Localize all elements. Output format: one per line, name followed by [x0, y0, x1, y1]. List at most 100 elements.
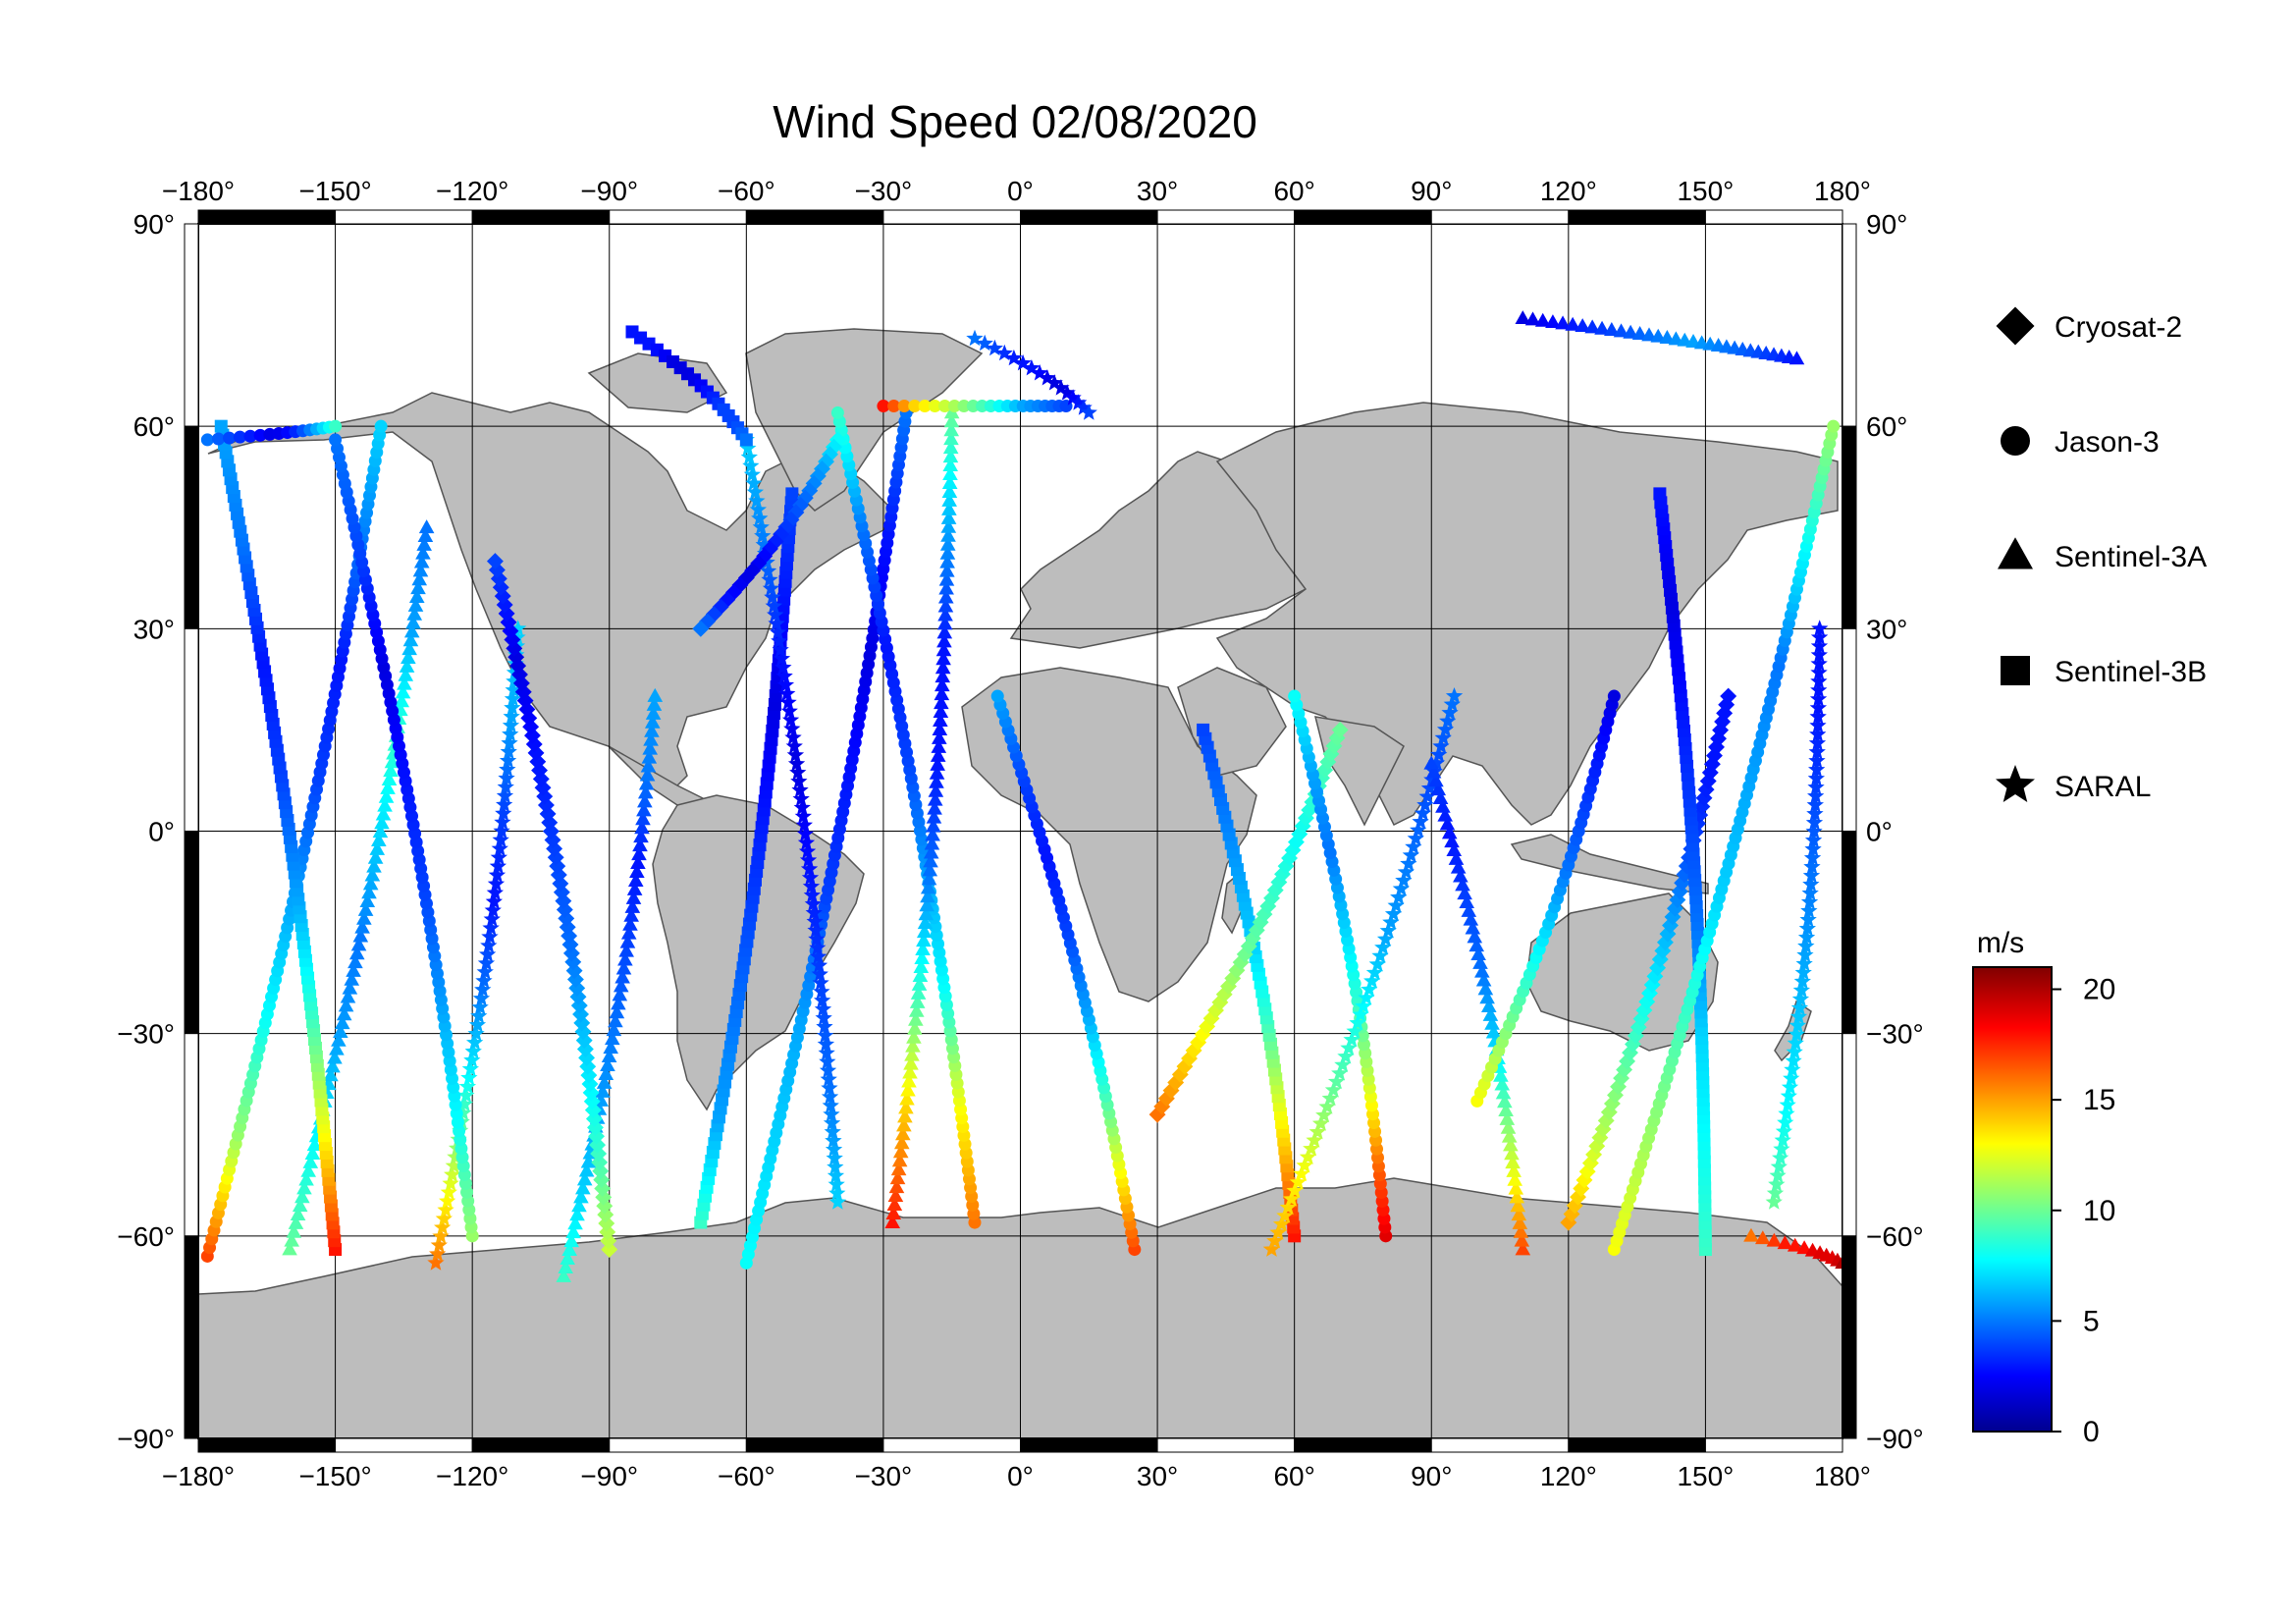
wind-point — [620, 925, 637, 940]
wind-point — [791, 781, 809, 798]
wind-point — [1769, 1166, 1787, 1183]
wind-point — [398, 667, 414, 681]
wind-point — [1495, 1085, 1512, 1100]
wind-point — [893, 1135, 910, 1150]
wind-point — [570, 997, 588, 1014]
legend-triangle-icon — [1998, 537, 2033, 569]
wind-point — [1507, 1171, 1523, 1186]
frame-bar-top — [1430, 209, 1570, 225]
wind-point — [1358, 989, 1375, 1005]
wind-point — [571, 1198, 587, 1213]
wind-point — [640, 758, 657, 773]
wind-point — [1503, 1137, 1519, 1152]
wind-point — [822, 446, 838, 463]
wind-point — [487, 875, 506, 892]
wind-point — [403, 623, 420, 638]
wind-point — [1650, 328, 1667, 343]
wind-point — [357, 901, 374, 916]
wind-point — [415, 545, 431, 560]
wind-point — [934, 677, 950, 692]
wind-point — [748, 492, 766, 509]
wind-point — [1667, 899, 1683, 917]
wind-point — [333, 1023, 348, 1038]
wind-point — [1441, 704, 1459, 721]
wind-point — [282, 1241, 297, 1256]
wind-point — [939, 554, 955, 568]
wind-point — [435, 1210, 453, 1226]
wind-point — [1315, 1106, 1333, 1123]
wind-point — [825, 1131, 842, 1149]
wind-point — [941, 492, 957, 507]
wind-point — [1563, 1205, 1580, 1222]
wind-point — [402, 632, 419, 647]
wind-point — [780, 702, 798, 719]
frame-bar-top — [1294, 209, 1432, 225]
wind-point — [613, 978, 629, 993]
wind-point — [990, 689, 1004, 703]
wind-point — [371, 833, 387, 847]
wind-point — [1293, 1164, 1310, 1182]
frame-bar-right — [1842, 1033, 1857, 1237]
wind-point — [1318, 1098, 1336, 1114]
lon-tick-label-top: −180° — [162, 176, 235, 206]
wind-point — [639, 767, 656, 782]
wind-point — [823, 1114, 841, 1131]
wind-point — [1361, 980, 1378, 998]
wind-point — [499, 760, 516, 778]
wind-point — [1607, 1086, 1624, 1104]
wind-point — [407, 597, 424, 612]
lon-tick-label-top: 180° — [1814, 176, 1871, 206]
wind-point — [629, 864, 645, 878]
wind-point — [888, 1179, 905, 1194]
wind-point — [942, 458, 959, 472]
wind-point — [509, 620, 527, 636]
frame-bar-left — [184, 425, 199, 629]
lon-tick-label-bottom: 30° — [1137, 1461, 1178, 1491]
wind-point — [1810, 655, 1828, 672]
wind-point — [897, 400, 911, 413]
wind-point — [461, 1059, 479, 1077]
wind-point — [476, 963, 494, 980]
wind-point — [463, 1051, 481, 1068]
wind-point — [777, 518, 795, 536]
lon-tick-label-top: 0° — [1007, 176, 1034, 206]
wind-point — [817, 1035, 835, 1053]
wind-point — [1656, 934, 1674, 951]
wind-point — [377, 797, 393, 812]
wind-point — [911, 976, 928, 991]
legend-label: Sentinel-3A — [2055, 541, 2207, 573]
wind-point — [1281, 849, 1298, 867]
frame-bar-top — [1156, 209, 1296, 225]
lon-tick-label-bottom: 60° — [1273, 1461, 1314, 1491]
wind-point — [816, 1017, 833, 1035]
frame-bar-bottom — [1020, 1437, 1158, 1453]
wind-point — [1414, 804, 1432, 821]
wind-point — [934, 695, 949, 710]
wind-point — [924, 836, 940, 850]
wind-point — [907, 1020, 923, 1035]
wind-point — [1803, 848, 1822, 866]
wind-point — [381, 772, 398, 786]
wind-point — [1514, 1232, 1530, 1247]
colorbar-gradient — [1972, 966, 2053, 1433]
wind-point — [356, 910, 372, 925]
wind-point — [601, 1049, 617, 1063]
lat-tick-label-right: 90° — [1866, 209, 1907, 240]
wind-point — [253, 428, 267, 442]
wind-point — [494, 813, 511, 831]
wind-point — [1798, 919, 1816, 937]
wind-point — [1802, 866, 1821, 884]
wind-point — [558, 1259, 574, 1273]
wind-point — [1324, 1081, 1343, 1098]
wind-point — [636, 802, 652, 817]
wind-point — [1777, 1235, 1793, 1250]
wind-point — [1331, 1064, 1349, 1081]
wind-point — [931, 738, 947, 753]
wind-point — [211, 432, 225, 446]
wind-point — [416, 536, 432, 551]
wind-point — [1436, 721, 1455, 737]
wind-point — [1766, 1184, 1785, 1201]
wind-point — [1211, 994, 1229, 1011]
wind-point — [1272, 1215, 1291, 1232]
wind-point — [375, 806, 392, 821]
